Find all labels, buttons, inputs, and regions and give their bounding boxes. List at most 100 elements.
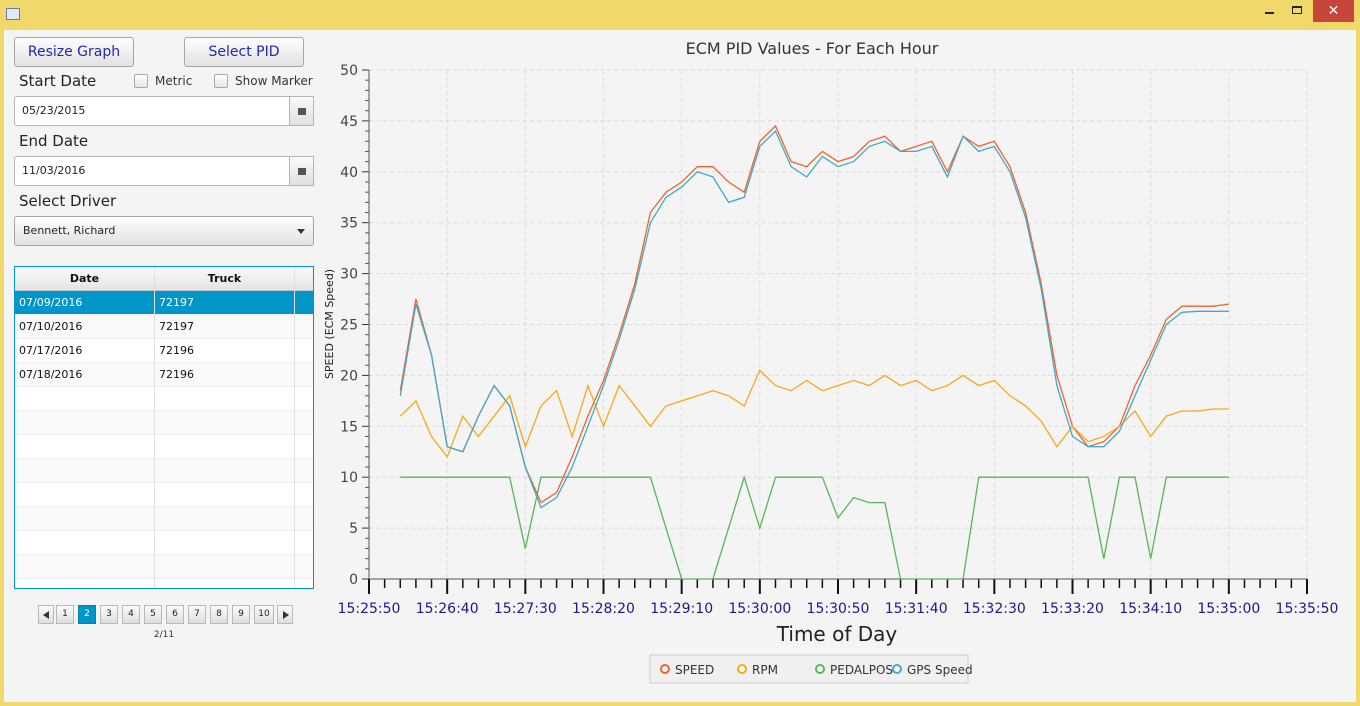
chart-title: ECM PID Values - For Each Hour (686, 39, 939, 58)
x-tick-label: 15:29:10 (650, 601, 713, 617)
table-cell: 07/18/2016 (15, 363, 155, 387)
pid-button[interactable]: Select PID (184, 37, 304, 67)
empty-cell (155, 483, 295, 507)
calendar-button[interactable] (289, 156, 314, 186)
table-row (15, 459, 313, 483)
empty-cell (15, 531, 155, 555)
column-header: Truck (155, 267, 295, 291)
legend-label: GPS Speed (907, 663, 973, 677)
x-tick-label: 15:35:00 (1197, 601, 1260, 617)
x-tick-label: 15:28:20 (572, 601, 635, 617)
resize-button[interactable]: Resize Graph (14, 37, 134, 67)
start-label: Start Date (19, 72, 97, 90)
cell-filler (295, 579, 313, 588)
legend-symbol (892, 664, 902, 674)
empty-cell (15, 483, 155, 507)
page-button[interactable]: 6 (166, 605, 184, 624)
legend-label: PEDALPOS (830, 663, 893, 677)
series-line (399, 124, 1229, 504)
x-tick-label: 15:25:50 (338, 601, 401, 617)
table-cell: 07/10/2016 (15, 315, 155, 339)
page-button[interactable]: 10 (254, 605, 274, 624)
combo-arrow (297, 229, 305, 234)
page-button[interactable]: 3 (100, 605, 118, 624)
legend-box (649, 654, 969, 684)
legend-label: RPM (752, 663, 778, 677)
page-button[interactable]: 5 (144, 605, 162, 624)
table-row (15, 483, 313, 507)
cell-filler (295, 555, 313, 579)
app-icon (6, 8, 20, 20)
calendar-button[interactable] (289, 96, 314, 126)
empty-cell (15, 411, 155, 435)
table-row[interactable]: 07/10/2016 72197 (15, 315, 313, 339)
end-label: End Date (19, 132, 89, 150)
header-filler (295, 267, 313, 291)
empty-cell (155, 459, 295, 483)
y-axis-label: SPEED (ECM Speed) (323, 269, 336, 379)
empty-cell (155, 435, 295, 459)
y-tick-label: 5 (349, 521, 358, 537)
page-button[interactable]: 2 (78, 605, 96, 624)
empty-cell (15, 459, 155, 483)
prev-page[interactable] (38, 605, 54, 624)
end-date-field[interactable]: 11/03/2016 (14, 156, 290, 186)
cell-filler (295, 435, 313, 459)
metric-label: Metric (155, 74, 193, 88)
cell-filler (295, 483, 313, 507)
marker-checkbox[interactable] (214, 74, 228, 88)
page-button[interactable]: 8 (210, 605, 228, 624)
table-row[interactable]: 07/17/2016 72196 (15, 339, 313, 363)
minimize-button[interactable] (1265, 12, 1274, 14)
table-cell: 07/09/2016 (15, 291, 155, 315)
empty-cell (15, 435, 155, 459)
empty-cell (15, 579, 155, 588)
table-row (15, 411, 313, 435)
table-cell: 72197 (155, 291, 295, 315)
start-date-field[interactable]: 05/23/2015 (14, 96, 290, 126)
empty-cell (155, 411, 295, 435)
page-button[interactable]: 9 (232, 605, 250, 624)
empty-cell (155, 555, 295, 579)
table-cell: 72197 (155, 315, 295, 339)
next-page[interactable] (277, 605, 293, 624)
y-tick-label: 15 (340, 419, 358, 435)
table-cell: 07/17/2016 (15, 339, 155, 363)
table-row (15, 555, 313, 579)
series-line (399, 369, 1229, 459)
empty-cell (155, 507, 295, 531)
page-button[interactable]: 4 (122, 605, 140, 624)
x-tick-label: 15:27:30 (494, 601, 557, 617)
series-line (400, 474, 1229, 580)
maximize-button[interactable] (1292, 6, 1302, 14)
page-button[interactable]: 7 (188, 605, 206, 624)
trip-table: Date Truck 07/09/2016 72197 07/10/2016 72197 0… (14, 266, 314, 589)
y-tick-label: 50 (340, 63, 358, 79)
close-button[interactable]: ✕ (1313, 0, 1354, 22)
empty-cell (15, 507, 155, 531)
y-tick-label: 0 (349, 572, 358, 588)
driver-combo[interactable]: Bennett, Richard (14, 216, 314, 246)
chart: ECM PID Values - For Each Hour Time of D… (323, 39, 1338, 684)
table-row[interactable]: 07/09/2016 72197 (15, 291, 313, 315)
legend-symbol (737, 664, 747, 674)
cell-filler (295, 411, 313, 435)
empty-cell (15, 387, 155, 411)
metric-checkbox[interactable] (134, 74, 148, 88)
empty-cell (155, 387, 295, 411)
table-row[interactable]: 07/18/2016 72196 (15, 363, 313, 387)
cell-filler (295, 387, 313, 411)
x-tick-label: 15:30:50 (807, 601, 870, 617)
table-row (15, 507, 313, 531)
series-line (399, 129, 1229, 509)
legend-symbol (660, 664, 670, 674)
empty-cell (155, 579, 295, 588)
page-button[interactable]: 1 (56, 605, 74, 624)
y-tick-label: 25 (340, 318, 358, 334)
cell-filler (295, 315, 313, 339)
y-tick-label: 35 (340, 216, 358, 232)
table-row (15, 579, 313, 588)
x-tick-label: 15:26:40 (416, 601, 479, 617)
x-tick-label: 15:30:00 (728, 601, 791, 617)
cell-filler (295, 291, 313, 315)
